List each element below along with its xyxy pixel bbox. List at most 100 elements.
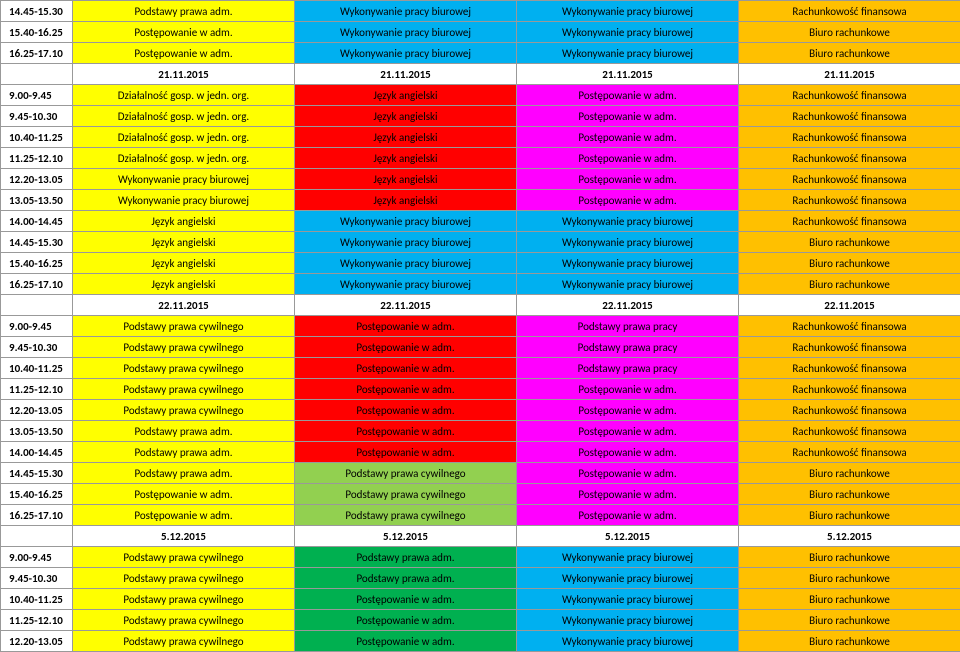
c: Język angielski	[73, 274, 295, 295]
c: Postępowanie w adm.	[73, 484, 295, 505]
c: Postępowanie w adm.	[517, 127, 739, 148]
c: Biuro rachunkowe	[739, 43, 960, 64]
time-cell: 9.00-9.45	[1, 547, 73, 568]
time-cell: 9.45-10.30	[1, 337, 73, 358]
date-hdr: 22.11.2015	[739, 295, 960, 316]
date-hdr: 22.11.2015	[73, 295, 295, 316]
time-cell: 14.45-15.30	[1, 232, 73, 253]
time-cell: 16.25-17.10	[1, 274, 73, 295]
time-cell: 15.40-16.25	[1, 484, 73, 505]
c: Wykonywanie pracy biurowej	[295, 43, 517, 64]
c: Wykonywanie pracy biurowej	[295, 1, 517, 22]
c: Język angielski	[295, 106, 517, 127]
c: Postępowanie w adm.	[517, 106, 739, 127]
c: Wykonywanie pracy biurowej	[517, 589, 739, 610]
c: Rachunkowość finansowa	[739, 148, 960, 169]
date-hdr: 21.11.2015	[295, 64, 517, 85]
c: Rachunkowość finansowa	[739, 190, 960, 211]
time-cell: 9.45-10.30	[1, 568, 73, 589]
c: Podstawy prawa adm.	[295, 568, 517, 589]
c: Biuro rachunkowe	[739, 253, 960, 274]
c: Postępowanie w adm.	[73, 22, 295, 43]
c: Wykonywanie pracy biurowej	[517, 253, 739, 274]
c: Podstawy prawa cywilnego	[73, 610, 295, 631]
c: Podstawy prawa cywilnego	[73, 358, 295, 379]
c: Wykonywanie pracy biurowej	[295, 274, 517, 295]
schedule-table: 14.45-15.30Podstawy prawa adm.Wykonywani…	[0, 0, 960, 652]
c: Postępowanie w adm.	[295, 631, 517, 652]
c: Język angielski	[73, 211, 295, 232]
c: Biuro rachunkowe	[739, 631, 960, 652]
c: Podstawy prawa cywilnego	[73, 631, 295, 652]
c: Rachunkowość finansowa	[739, 316, 960, 337]
time-cell: 13.05-13.50	[1, 190, 73, 211]
c: Rachunkowość finansowa	[739, 85, 960, 106]
c: Biuro rachunkowe	[739, 505, 960, 526]
c: Postępowanie w adm.	[517, 484, 739, 505]
c: Rachunkowość finansowa	[739, 421, 960, 442]
c: Rachunkowość finansowa	[739, 211, 960, 232]
c: Wykonywanie pracy biurowej	[517, 631, 739, 652]
c: Działalność gosp. w jedn. org.	[73, 85, 295, 106]
c: Rachunkowość finansowa	[739, 379, 960, 400]
date-hdr: 5.12.2015	[517, 526, 739, 547]
date-hdr: 5.12.2015	[739, 526, 960, 547]
c: Rachunkowość finansowa	[739, 358, 960, 379]
c: Biuro rachunkowe	[739, 568, 960, 589]
c: Postępowanie w adm.	[517, 463, 739, 484]
c: Wykonywanie pracy biurowej	[517, 1, 739, 22]
time-cell: 14.00-14.45	[1, 211, 73, 232]
time-cell: 11.25-12.10	[1, 379, 73, 400]
c: Postępowanie w adm.	[295, 610, 517, 631]
time-cell: 14.00-14.45	[1, 442, 73, 463]
c: Podstawy prawa cywilnego	[73, 400, 295, 421]
c: Język angielski	[295, 85, 517, 106]
c: Biuro rachunkowe	[739, 547, 960, 568]
c: Wykonywanie pracy biurowej	[517, 211, 739, 232]
c: Podstawy prawa cywilnego	[73, 316, 295, 337]
c: Postępowanie w adm.	[295, 379, 517, 400]
time-cell: 11.25-12.10	[1, 610, 73, 631]
c: Podstawy prawa adm.	[73, 442, 295, 463]
c: Postępowanie w adm.	[73, 43, 295, 64]
blank	[1, 295, 73, 316]
c: Język angielski	[295, 169, 517, 190]
c: Postępowanie w adm.	[295, 442, 517, 463]
c: Wykonywanie pracy biurowej	[517, 610, 739, 631]
time-cell: 9.00-9.45	[1, 85, 73, 106]
time-cell: 10.40-11.25	[1, 358, 73, 379]
c: Postępowanie w adm.	[517, 379, 739, 400]
c: Podstawy prawa cywilnego	[73, 568, 295, 589]
c: Postępowanie w adm.	[295, 589, 517, 610]
c: Wykonywanie pracy biurowej	[517, 568, 739, 589]
time-cell: 15.40-16.25	[1, 253, 73, 274]
time-cell: 14.45-15.30	[1, 463, 73, 484]
date-hdr: 5.12.2015	[73, 526, 295, 547]
time-cell: 16.25-17.10	[1, 505, 73, 526]
time-cell: 9.00-9.45	[1, 316, 73, 337]
time-cell: 12.20-13.05	[1, 169, 73, 190]
c: Wykonywanie pracy biurowej	[517, 43, 739, 64]
c: Postępowanie w adm.	[295, 400, 517, 421]
c: Wykonywanie pracy biurowej	[517, 22, 739, 43]
c: Podstawy prawa cywilnego	[295, 484, 517, 505]
date-hdr: 22.11.2015	[517, 295, 739, 316]
blank	[1, 64, 73, 85]
c: Postępowanie w adm.	[517, 505, 739, 526]
c: Biuro rachunkowe	[739, 22, 960, 43]
time-cell: 16.25-17.10	[1, 43, 73, 64]
date-hdr: 21.11.2015	[517, 64, 739, 85]
c: Biuro rachunkowe	[739, 463, 960, 484]
c: Język angielski	[73, 232, 295, 253]
c: Rachunkowość finansowa	[739, 169, 960, 190]
c: Postępowanie w adm.	[517, 442, 739, 463]
blank	[1, 526, 73, 547]
c: Wykonywanie pracy biurowej	[295, 211, 517, 232]
c: Podstawy prawa cywilnego	[73, 589, 295, 610]
c: Rachunkowość finansowa	[739, 127, 960, 148]
c: Działalność gosp. w jedn. org.	[73, 106, 295, 127]
c: Wykonywanie pracy biurowej	[295, 22, 517, 43]
time-cell: 12.20-13.05	[1, 400, 73, 421]
c: Podstawy prawa cywilnego	[295, 505, 517, 526]
c: Wykonywanie pracy biurowej	[73, 169, 295, 190]
